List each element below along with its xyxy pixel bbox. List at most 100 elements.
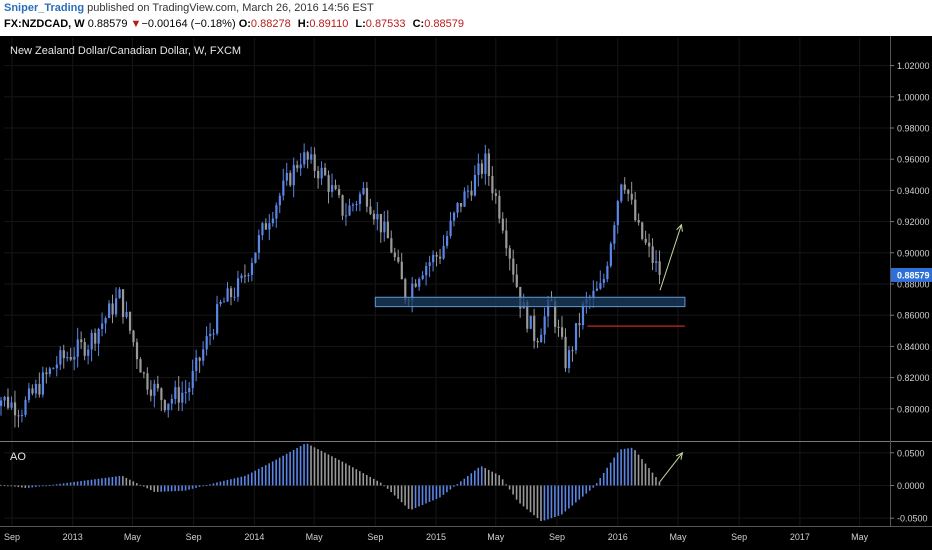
ao-bar bbox=[536, 485, 539, 519]
ao-bar bbox=[101, 478, 103, 486]
down-arrow-icon: ▼ bbox=[130, 18, 142, 30]
candle-body bbox=[153, 383, 156, 396]
candle-body bbox=[425, 266, 428, 276]
ao-bar bbox=[156, 485, 159, 492]
candle-body bbox=[306, 152, 309, 160]
candle-body bbox=[637, 220, 640, 223]
ao-bar bbox=[658, 481, 661, 486]
ao-bar bbox=[355, 469, 358, 486]
time-axis-label: May bbox=[306, 532, 324, 542]
ao-bar bbox=[0, 484, 2, 486]
candle-body bbox=[202, 349, 205, 361]
ao-bar bbox=[310, 445, 312, 486]
ao-bar bbox=[543, 485, 546, 521]
price-axis-label: 0.96000 bbox=[897, 155, 930, 165]
candle-body bbox=[282, 180, 285, 196]
up-arrow-annotation[interactable] bbox=[659, 224, 682, 291]
candle-body bbox=[310, 154, 313, 160]
candle-body bbox=[515, 274, 518, 287]
candle-body bbox=[104, 317, 107, 324]
candle-body bbox=[125, 311, 128, 317]
ao-bar bbox=[125, 477, 128, 486]
ao-bar bbox=[320, 450, 323, 486]
author-link[interactable]: Sniper_Trading bbox=[4, 2, 85, 14]
candle-body bbox=[358, 194, 362, 204]
ao-bar bbox=[519, 485, 521, 504]
candle-body bbox=[540, 334, 543, 343]
candle-body bbox=[257, 235, 261, 253]
ao-bar bbox=[108, 477, 110, 486]
candle-body bbox=[369, 206, 372, 214]
candle-body bbox=[470, 190, 473, 196]
ao-bar bbox=[407, 485, 410, 509]
candle-body bbox=[223, 301, 226, 303]
candle-body bbox=[487, 153, 491, 177]
candle-body bbox=[463, 191, 466, 207]
price-axis-label: 0.92000 bbox=[897, 217, 930, 227]
candle-body bbox=[404, 279, 407, 301]
ao-bar bbox=[449, 485, 452, 490]
ao-bar bbox=[261, 466, 264, 486]
ao-bar bbox=[411, 485, 413, 510]
candle-body bbox=[620, 184, 623, 202]
ao-bar bbox=[453, 485, 455, 487]
ao-bar bbox=[616, 452, 619, 486]
ao-bar bbox=[334, 458, 337, 486]
candle-body bbox=[543, 316, 546, 335]
candle-body bbox=[480, 163, 484, 174]
ao-bar bbox=[491, 471, 493, 486]
ao-bar bbox=[400, 485, 403, 503]
candle-body bbox=[299, 164, 302, 169]
ao-bar bbox=[45, 485, 48, 487]
candle-body bbox=[160, 388, 163, 401]
ao-bar bbox=[442, 485, 445, 495]
candle-body bbox=[512, 258, 515, 275]
candle-body bbox=[393, 252, 396, 258]
ao-histogram bbox=[0, 443, 661, 522]
price-axis-label: 1.00000 bbox=[897, 92, 930, 102]
ao-bar bbox=[313, 447, 316, 486]
ao-indicator-label: AO bbox=[10, 451, 26, 463]
candle-body bbox=[268, 223, 271, 230]
candle-body bbox=[327, 175, 330, 192]
ao-bar bbox=[526, 485, 528, 510]
ao-bar bbox=[428, 485, 431, 502]
candle-body bbox=[31, 388, 34, 394]
candle-body bbox=[0, 400, 3, 406]
time-axis-label: Sep bbox=[4, 532, 20, 542]
ao-bar bbox=[477, 467, 480, 486]
ao-bar bbox=[327, 454, 330, 486]
ao-bar bbox=[435, 485, 438, 499]
ao-bar bbox=[620, 449, 622, 486]
ao-bar bbox=[285, 453, 288, 486]
chart-background bbox=[0, 36, 932, 550]
candle-body bbox=[337, 189, 341, 196]
time-axis-label: 2015 bbox=[426, 532, 446, 542]
ao-bar bbox=[425, 485, 427, 504]
candle-body bbox=[247, 274, 250, 277]
ao-arrow-annotation[interactable] bbox=[659, 452, 683, 482]
candle-body bbox=[536, 340, 539, 343]
price-change: −0.00164 (−0.18%) bbox=[141, 18, 236, 30]
candle-body bbox=[261, 223, 264, 236]
ao-bar bbox=[52, 484, 54, 486]
candle-body bbox=[303, 152, 306, 165]
candle-body bbox=[320, 167, 323, 179]
support-zone-rectangle[interactable] bbox=[374, 296, 686, 308]
ao-bar bbox=[97, 478, 100, 486]
candle-body bbox=[421, 275, 424, 279]
ao-bar bbox=[223, 480, 225, 486]
candle-body bbox=[630, 193, 633, 200]
ao-bar bbox=[191, 485, 194, 489]
ao-bar bbox=[613, 457, 615, 486]
candle-body bbox=[466, 190, 470, 192]
candle-body bbox=[641, 222, 644, 239]
ao-bar bbox=[170, 485, 173, 492]
candle-body bbox=[473, 174, 477, 196]
price-axis-label: 0.80000 bbox=[897, 404, 930, 414]
candle-body bbox=[501, 218, 504, 231]
candle-body bbox=[390, 238, 393, 253]
candle-body bbox=[20, 414, 24, 416]
candle-body bbox=[76, 339, 79, 357]
